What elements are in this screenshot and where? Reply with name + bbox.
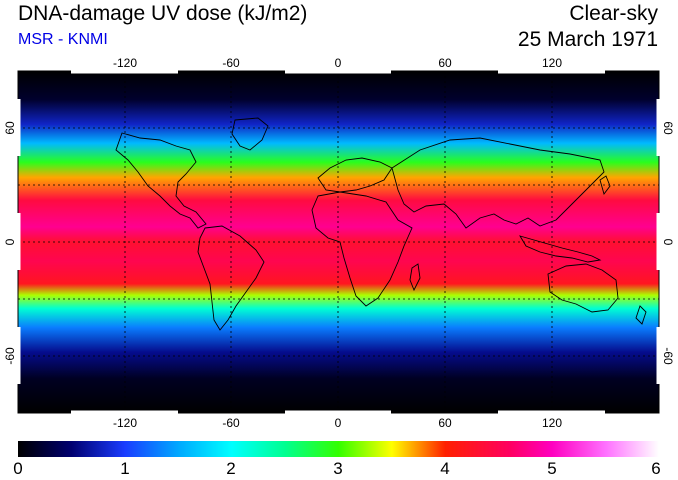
lon-tick-bottom-minus60: -60 xyxy=(222,416,240,430)
lon-tick-top-120: 120 xyxy=(542,56,562,70)
lon-tick-bottom-60: 60 xyxy=(438,416,452,430)
coastline-africa xyxy=(311,191,413,307)
lon-tick-bottom-0: 0 xyxy=(335,416,342,430)
lat-tick-right-minus60: -60 xyxy=(661,347,675,365)
lat-tick-right-0: 0 xyxy=(661,239,675,246)
coastline-north-america xyxy=(115,132,207,229)
colorbar-label-4: 4 xyxy=(440,459,449,478)
lon-tick-bottom-120: 120 xyxy=(542,416,562,430)
colorbar-label-3: 3 xyxy=(333,459,342,478)
map-frame-segments xyxy=(17,70,660,414)
lon-tick-top-60: 60 xyxy=(438,56,452,70)
source-label: MSR - KNMI xyxy=(18,31,108,48)
graticule xyxy=(18,71,659,413)
colorbar-label-6: 6 xyxy=(651,459,660,478)
colorbar xyxy=(18,441,659,457)
coastline-madagascar xyxy=(409,263,421,292)
lon-tick-bottom-minus120: -120 xyxy=(113,416,137,430)
colorbar-label-5: 5 xyxy=(547,459,556,478)
lon-tick-top-minus120: -120 xyxy=(113,56,137,70)
lon-tick-top-minus60: -60 xyxy=(222,56,240,70)
map-title: DNA-damage UV dose (kJ/m2) xyxy=(18,2,308,25)
coastline-new-zealand xyxy=(635,305,647,325)
lon-tick-top-0: 0 xyxy=(335,56,342,70)
coastline-indonesia xyxy=(519,235,602,263)
lat-tick-left-minus60: -60 xyxy=(3,347,17,365)
colorbar-label-0: 0 xyxy=(13,459,22,478)
colorbar-label-1: 1 xyxy=(120,459,129,478)
lat-tick-left-60: 60 xyxy=(3,121,17,135)
coastline-japan xyxy=(599,175,611,195)
coastline-asia xyxy=(391,137,605,229)
lat-tick-left-0: 0 xyxy=(3,238,17,245)
colorbar-label-2: 2 xyxy=(226,459,235,478)
date-label: 25 March 1971 xyxy=(517,28,658,51)
coastline-south-america xyxy=(197,225,265,331)
sky-condition: Clear-sky xyxy=(569,2,658,25)
coastline-greenland xyxy=(231,117,269,151)
lat-tick-right-60: 60 xyxy=(661,121,675,135)
